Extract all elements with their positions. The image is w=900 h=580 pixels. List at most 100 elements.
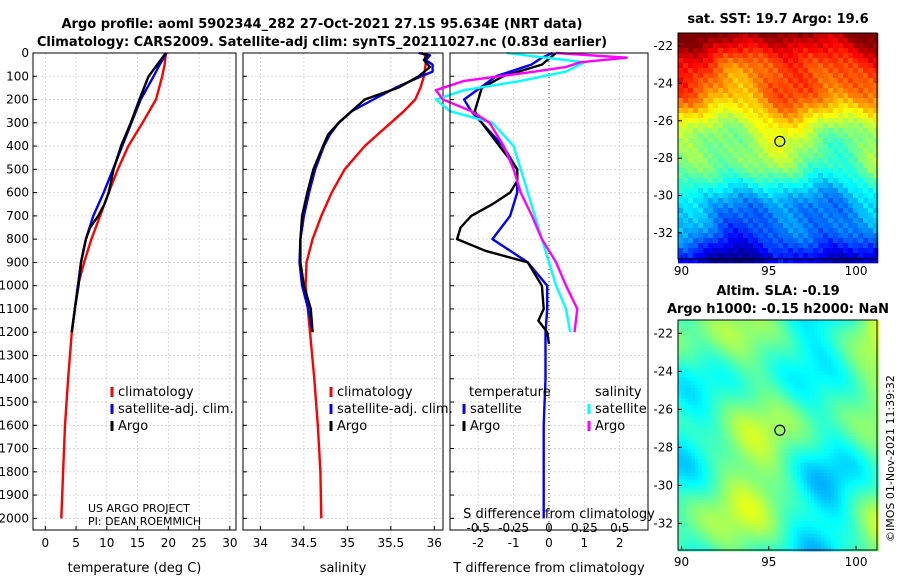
map-cell	[778, 48, 784, 54]
map-cell	[837, 357, 842, 362]
map-cell	[848, 158, 854, 164]
map-cell	[858, 360, 862, 365]
map-cell	[848, 326, 852, 331]
map-cell	[756, 425, 760, 430]
map-cell	[813, 243, 819, 249]
map-cell	[776, 347, 781, 351]
map-cell	[858, 93, 864, 99]
map-cell	[858, 253, 864, 259]
map-cell	[753, 178, 759, 184]
map-cell	[678, 63, 684, 69]
map-cell	[786, 401, 791, 406]
map-cell	[773, 391, 777, 396]
map-cell	[681, 371, 686, 375]
map-cell	[763, 418, 767, 423]
map-cell	[800, 479, 805, 484]
map-cell	[729, 357, 733, 362]
map-cell	[863, 218, 869, 224]
map-cell	[803, 391, 808, 396]
map-cell	[843, 38, 849, 44]
map-cell	[818, 113, 824, 119]
map-cell	[790, 411, 794, 416]
map-cell	[693, 233, 699, 239]
map-cell	[742, 337, 747, 341]
map-cell	[797, 330, 801, 334]
map-cell	[817, 381, 822, 385]
map-cell	[813, 168, 819, 174]
map-cell	[698, 158, 704, 164]
map-cell	[683, 58, 689, 64]
map-cell	[742, 371, 747, 375]
map-cell	[793, 38, 799, 44]
map-cell	[788, 188, 794, 194]
map-cell	[780, 347, 784, 351]
map-cell	[763, 326, 767, 331]
map-cell	[758, 48, 764, 54]
map-cell	[742, 354, 747, 358]
map-cell	[848, 118, 854, 124]
map-cell	[729, 326, 733, 331]
map-cell	[703, 168, 709, 174]
map-cell	[749, 456, 754, 460]
legend-argo: Argo	[118, 419, 148, 434]
map-cell	[743, 248, 749, 254]
map-cell	[788, 228, 794, 234]
map-cell	[758, 33, 764, 39]
map-cell	[776, 371, 781, 375]
map-cell	[823, 113, 829, 119]
map-cell	[768, 108, 774, 114]
map-cell	[756, 364, 760, 368]
map-cell	[703, 233, 709, 239]
map-cell	[725, 343, 730, 348]
map-cell	[756, 350, 760, 355]
map-cell	[733, 143, 739, 149]
map-cell	[701, 462, 706, 467]
map-cell	[718, 183, 724, 189]
map-cell	[698, 93, 704, 99]
map-cell	[788, 113, 794, 119]
map-cell	[823, 228, 829, 234]
map-cell	[865, 374, 869, 379]
map-cell	[831, 323, 835, 328]
map-cell	[758, 68, 764, 74]
map-cell	[858, 452, 862, 457]
map-cell	[763, 173, 769, 179]
map-cell	[688, 449, 692, 453]
map-cell	[788, 208, 794, 214]
map-cell	[701, 398, 706, 402]
map-cell	[768, 103, 774, 109]
map-cell	[868, 103, 874, 109]
map-cell	[776, 411, 781, 416]
map-cell	[817, 367, 822, 372]
map-cell	[722, 456, 726, 460]
map-cell	[790, 483, 794, 487]
map-cell	[780, 445, 784, 450]
map-cell	[695, 333, 699, 338]
map-cell	[768, 118, 774, 124]
map-cell	[863, 128, 869, 134]
map-cell	[808, 98, 814, 104]
map-cell	[828, 53, 834, 59]
map-cell	[786, 354, 791, 358]
map-cell	[739, 326, 743, 331]
map-cell	[798, 88, 804, 94]
map-cell	[818, 153, 824, 159]
map-cell	[695, 367, 699, 372]
map-cell	[793, 53, 799, 59]
map-cell	[831, 398, 835, 402]
map-cell	[838, 78, 844, 84]
map-cell	[729, 347, 733, 351]
map-cell	[738, 48, 744, 54]
map-cell	[865, 343, 869, 348]
map-cell	[708, 374, 713, 379]
map-cell	[748, 148, 754, 154]
map-cell	[708, 83, 714, 89]
map-cell	[722, 425, 726, 430]
map-cell	[763, 163, 769, 169]
map-cell	[858, 466, 862, 470]
map-cell	[759, 343, 764, 348]
map-cell	[766, 442, 771, 447]
map-cell	[729, 333, 733, 338]
map-cell	[713, 138, 719, 144]
map-cell	[776, 398, 781, 402]
